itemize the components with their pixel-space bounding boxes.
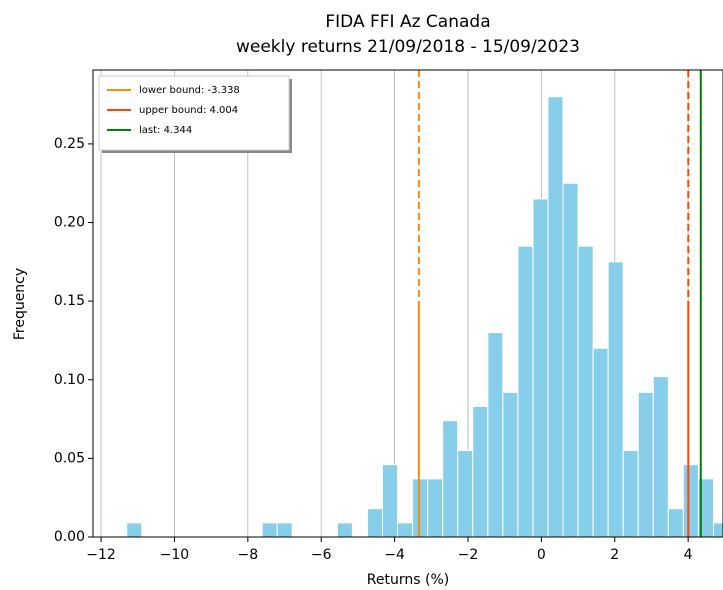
legend-box xyxy=(98,75,290,151)
x-tick-label: −10 xyxy=(160,547,190,563)
bar xyxy=(607,261,624,538)
y-tick-label: 0.10 xyxy=(54,372,85,388)
chart-title: FIDA FFI Az Canada xyxy=(325,12,490,32)
x-tick-label: −4 xyxy=(384,547,405,563)
y-tick-label: 0.05 xyxy=(54,450,85,466)
y-axis-label: Frequency xyxy=(12,268,28,340)
x-tick-label: −8 xyxy=(238,547,259,563)
bar xyxy=(487,332,504,538)
y-tick-label: 0.00 xyxy=(54,529,85,545)
bar xyxy=(472,405,489,538)
legend-label: lower bound: -3.338 xyxy=(139,85,240,96)
bar xyxy=(577,245,594,538)
bar xyxy=(682,464,699,538)
bar xyxy=(637,391,654,538)
x-tick-label: −12 xyxy=(86,547,116,563)
bar xyxy=(517,245,534,538)
y-tick-label: 0.25 xyxy=(54,136,85,152)
bar xyxy=(712,522,723,538)
bar xyxy=(276,522,293,538)
bar xyxy=(126,522,143,538)
x-axis-label: Returns (%) xyxy=(367,572,449,588)
bar xyxy=(366,508,383,538)
bar xyxy=(502,391,519,538)
bar xyxy=(397,522,414,538)
bar xyxy=(667,508,684,538)
x-tick-label: 4 xyxy=(684,547,693,563)
legend: lower bound: -3.338 upper bound: 4.004 las… xyxy=(98,75,292,153)
x-tick-label: 0 xyxy=(537,547,546,563)
bar xyxy=(412,478,429,538)
plot-frame xyxy=(92,69,723,538)
bar xyxy=(261,522,278,538)
x-tick-label: 2 xyxy=(610,547,619,563)
bar xyxy=(562,182,579,538)
bar xyxy=(592,347,609,538)
bar xyxy=(336,522,353,538)
y-tick-label: 0.15 xyxy=(54,293,85,309)
chart-subtitle: weekly returns 21/09/2018 - 15/09/2023 xyxy=(236,37,580,57)
legend-label: last: 4.344 xyxy=(139,125,192,136)
bar xyxy=(427,478,444,538)
legend-label: upper bound: 4.004 xyxy=(139,105,238,116)
x-tick-label: −6 xyxy=(311,547,332,563)
bar xyxy=(547,96,564,538)
bar xyxy=(457,450,474,538)
bar xyxy=(381,464,399,538)
x-tick-label: −2 xyxy=(458,547,479,563)
y-tick-label: 0.20 xyxy=(54,215,85,231)
bar xyxy=(652,376,669,538)
bar xyxy=(622,450,639,538)
bar xyxy=(442,420,459,538)
bar xyxy=(532,198,549,538)
